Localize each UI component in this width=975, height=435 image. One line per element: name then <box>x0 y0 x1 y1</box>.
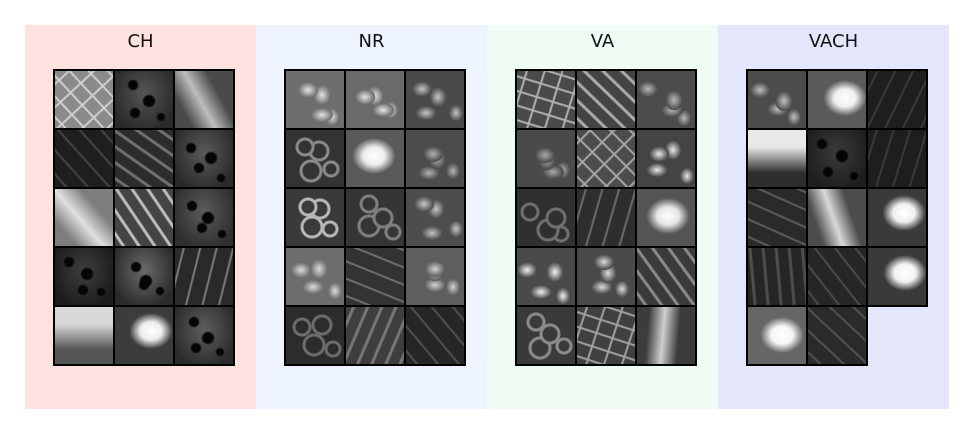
image-grid <box>53 69 235 366</box>
microscopy-image-tile <box>115 71 173 128</box>
microscopy-image-tile <box>346 130 404 187</box>
panel-ch: CH <box>25 25 256 409</box>
microscopy-image-tile <box>577 130 635 187</box>
microscopy-image-tile <box>286 71 344 128</box>
microscopy-image-tile <box>346 71 404 128</box>
microscopy-image-tile <box>637 71 695 128</box>
microscopy-image-tile <box>637 248 695 305</box>
microscopy-image-tile <box>175 189 233 246</box>
panel-title: VACH <box>808 31 859 52</box>
microscopy-image-tile <box>637 189 695 246</box>
microscopy-image-tile <box>748 307 806 364</box>
panel-va: VA <box>487 25 718 409</box>
microscopy-image-tile <box>55 130 113 187</box>
panel-title: CH <box>127 31 154 52</box>
microscopy-image-tile <box>55 248 113 305</box>
microscopy-image-tile <box>808 248 866 305</box>
microscopy-image-tile <box>748 130 806 187</box>
panel-vach: VACH <box>718 25 949 409</box>
microscopy-image-tile <box>577 248 635 305</box>
microscopy-image-tile <box>808 307 866 364</box>
microscopy-image-tile <box>517 248 575 305</box>
microscopy-image-tile <box>346 189 404 246</box>
empty-tile <box>868 307 928 366</box>
microscopy-image-tile <box>175 71 233 128</box>
microscopy-image-tile <box>868 130 926 187</box>
microscopy-image-tile <box>175 248 233 305</box>
microscopy-image-tile <box>115 130 173 187</box>
microscopy-image-tile <box>868 189 926 246</box>
image-grid <box>746 69 928 366</box>
microscopy-image-tile <box>346 307 404 364</box>
panel-nr: NR <box>256 25 487 409</box>
microscopy-image-tile <box>577 189 635 246</box>
microscopy-image-tile <box>637 130 695 187</box>
microscopy-image-tile <box>175 130 233 187</box>
microscopy-image-tile <box>286 130 344 187</box>
microscopy-image-tile <box>577 71 635 128</box>
microscopy-image-tile <box>748 248 806 305</box>
microscopy-image-tile <box>748 189 806 246</box>
microscopy-image-tile <box>175 307 233 364</box>
panel-title: VA <box>590 31 615 52</box>
microscopy-image-tile <box>286 189 344 246</box>
microscopy-image-tile <box>517 307 575 364</box>
microscopy-image-tile <box>406 307 464 364</box>
microscopy-image-tile <box>115 307 173 364</box>
microscopy-image-tile <box>406 189 464 246</box>
microscopy-image-tile <box>55 71 113 128</box>
microscopy-image-tile <box>286 307 344 364</box>
microscopy-image-tile <box>748 71 806 128</box>
microscopy-image-tile <box>637 307 695 364</box>
microscopy-image-tile <box>808 130 866 187</box>
microscopy-image-tile <box>868 71 926 128</box>
microscopy-image-tile <box>55 189 113 246</box>
microscopy-image-tile <box>406 130 464 187</box>
microscopy-image-tile <box>808 71 866 128</box>
microscopy-image-tile <box>406 248 464 305</box>
image-grid <box>284 69 466 366</box>
microscopy-image-tile <box>55 307 113 364</box>
microscopy-image-tile <box>406 71 464 128</box>
microscopy-image-tile <box>517 130 575 187</box>
microscopy-image-tile <box>517 189 575 246</box>
microscopy-image-tile <box>286 248 344 305</box>
microscopy-image-tile <box>115 248 173 305</box>
microscopy-image-tile <box>868 248 926 305</box>
microscopy-image-tile <box>517 71 575 128</box>
microscopy-image-tile <box>808 189 866 246</box>
microscopy-image-tile <box>577 307 635 364</box>
panel-title: NR <box>358 31 385 52</box>
microscopy-image-tile <box>115 189 173 246</box>
microscopy-image-tile <box>346 248 404 305</box>
image-grid <box>515 69 697 366</box>
